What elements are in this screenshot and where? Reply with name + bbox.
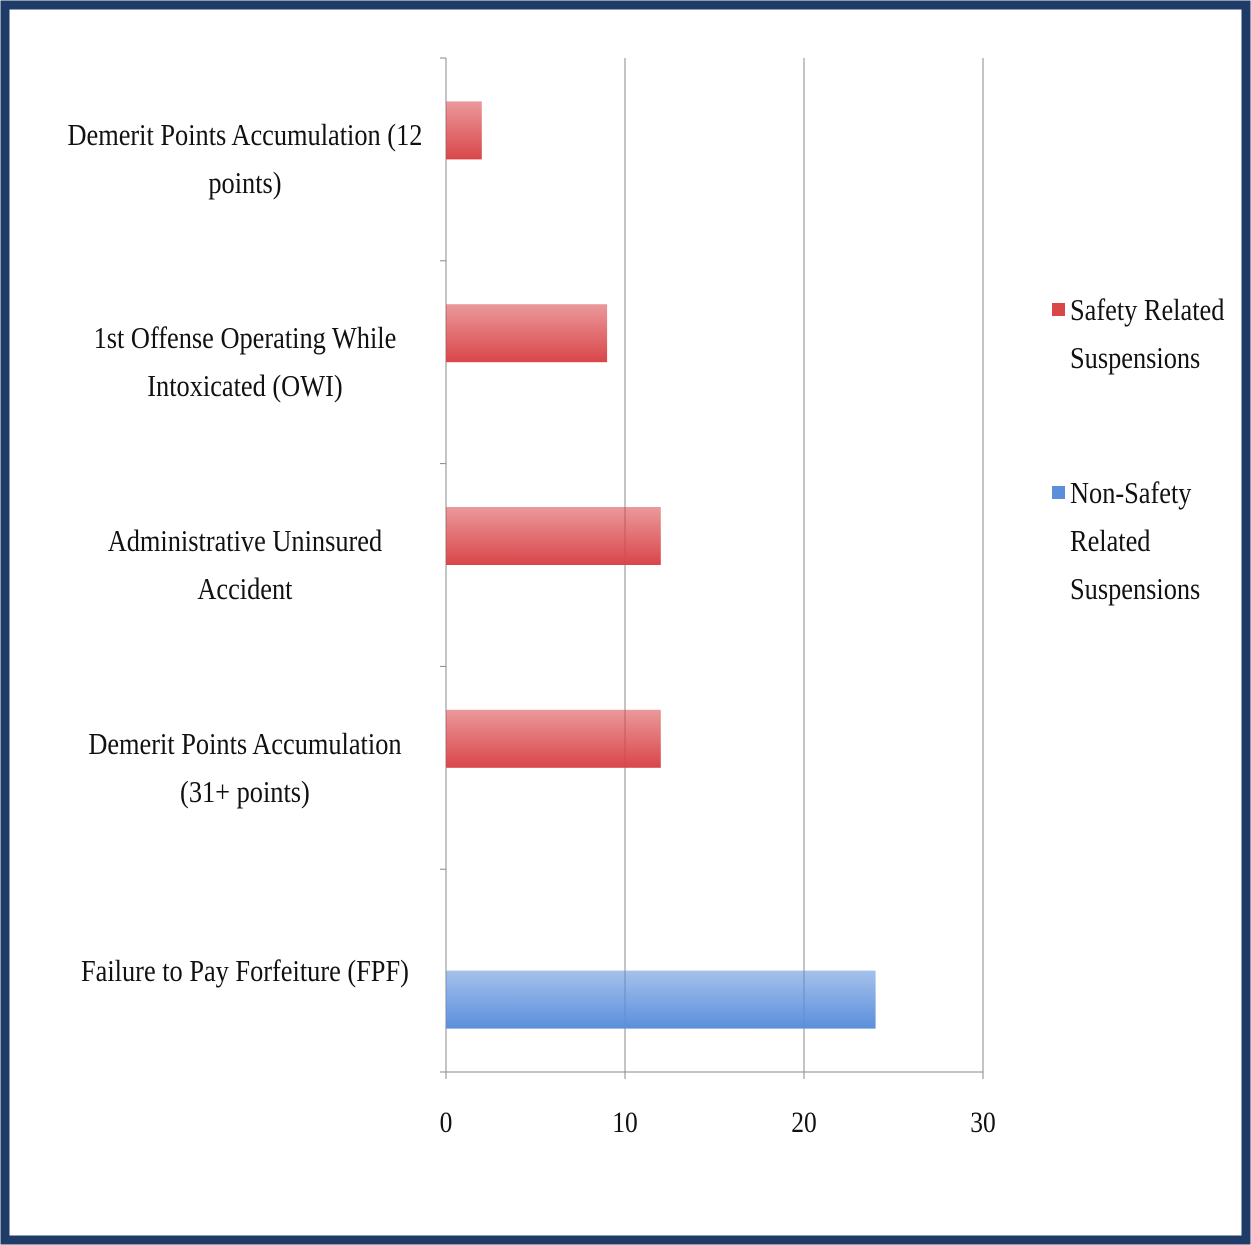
x-tick-label: 20 — [791, 1106, 816, 1139]
legend-swatch — [1052, 303, 1065, 316]
x-tick-label: 30 — [970, 1106, 995, 1139]
x-tick-label: 0 — [440, 1106, 453, 1139]
legend-swatch — [1052, 486, 1065, 499]
y-tick-label: Demerit Points Accumulation (12 points) — [67, 117, 423, 201]
y-tick-label: 1st Offense Operating While Intoxicated … — [93, 320, 397, 404]
x-tick-label: 10 — [612, 1106, 637, 1139]
bar — [446, 709, 661, 768]
y-tick-label: Administrative Uninsured Accident — [107, 523, 383, 606]
legend-label: Non-Safety Related Suspensions — [1070, 475, 1201, 606]
y-tick-label: Failure to Pay Forfeiture (FPF) — [81, 952, 409, 988]
bar — [446, 304, 608, 363]
legend-label: Safety Related Suspensions — [1070, 292, 1225, 375]
y-tick-label: Demerit Points Accumulation (31+ points) — [88, 725, 402, 809]
bar — [446, 101, 482, 160]
bar — [446, 970, 876, 1029]
bar — [446, 507, 661, 565]
